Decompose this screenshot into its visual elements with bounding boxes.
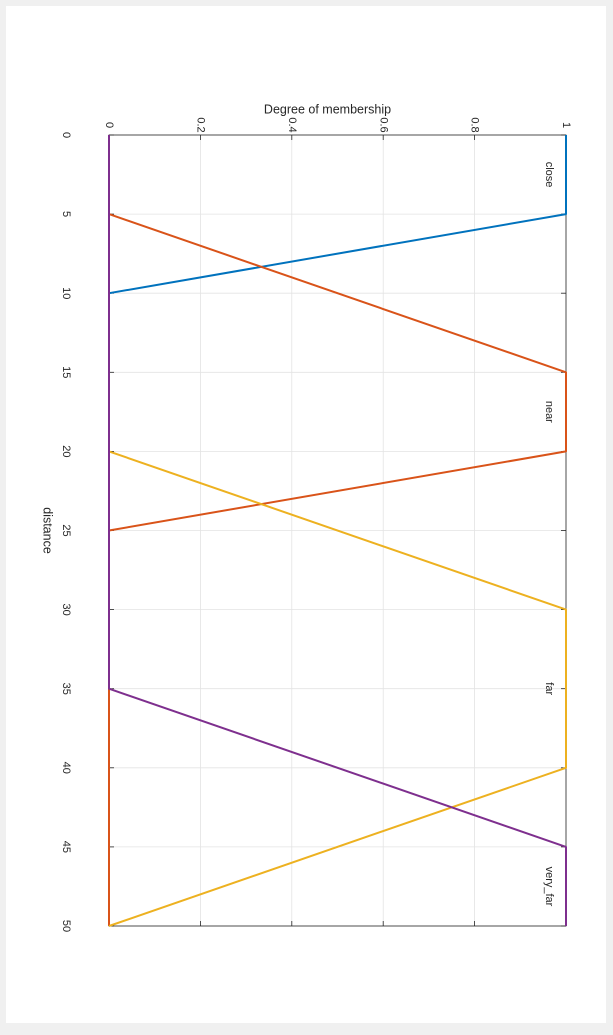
x-tick-label: 5 [60, 211, 72, 217]
y-tick-label: 0.4 [286, 117, 298, 132]
y-axis-label: Degree of membership [264, 102, 391, 116]
x-tick-label: 35 [60, 683, 72, 695]
series-layer [108, 135, 567, 927]
y-tick-label: 0.8 [469, 117, 481, 132]
series-label-far: far [543, 682, 555, 695]
x-tick-label: 15 [60, 366, 72, 378]
y-tick-label: 0.2 [194, 117, 206, 132]
x-tick-label: 10 [60, 287, 72, 299]
y-tick-label: 1 [560, 122, 572, 128]
x-tick-label: 40 [60, 762, 72, 774]
x-tick-label: 20 [60, 445, 72, 457]
series-label-near: near [543, 401, 555, 423]
x-tick-label: 45 [60, 841, 72, 853]
x-tick-label: 50 [60, 920, 72, 932]
series-label-close: close [543, 162, 555, 188]
axis-labels: Degree of membership distance [41, 102, 391, 554]
x-axis-label: distance [41, 507, 55, 554]
y-tick-label: 0.6 [377, 117, 389, 132]
tick-layer: 0 5 10 15 20 25 30 35 40 45 50 0 0.2 0.4 0.6 0.8 1 [60, 117, 572, 932]
series-line-very-far [108, 135, 567, 926]
series-label-layer: close near far very_far [543, 162, 555, 907]
figure-canvas: 0 5 10 15 20 25 30 35 40 45 50 0 0.2 0.4 0.6 0.8 1 close… [6, 6, 606, 1023]
membership-chart: 0 5 10 15 20 25 30 35 40 45 50 0 0.2 0.4 0.6 0.8 1 close… [41, 102, 572, 932]
x-tick-label: 25 [60, 524, 72, 536]
x-tick-label: 30 [60, 603, 72, 615]
x-tick-label: 0 [60, 132, 72, 138]
series-label-very-far: very_far [543, 867, 555, 907]
y-tick-label: 0 [103, 122, 115, 128]
